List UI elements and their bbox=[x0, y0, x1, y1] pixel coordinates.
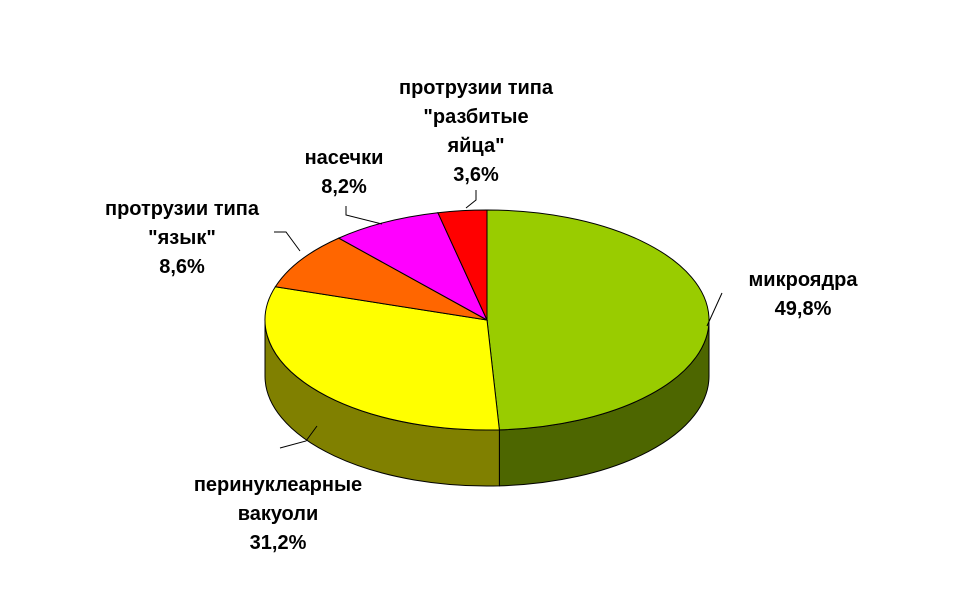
leader-line-2 bbox=[274, 231, 301, 252]
slice-label-line: микроядра bbox=[749, 269, 859, 291]
slice-label-line: яйца" bbox=[446, 135, 504, 157]
pie-tops bbox=[264, 209, 710, 431]
data-label-4: протрузии типа "разбитые яйца" 3,6% bbox=[399, 77, 554, 186]
slice-value: 8,6% bbox=[159, 256, 205, 278]
data-labels: микроядра 49,8% перинуклеарные вакуоли 31,2%… bbox=[105, 77, 858, 554]
data-label-1: перинуклеарные вакуоли 31,2% bbox=[194, 474, 362, 554]
leader-line-3 bbox=[345, 206, 383, 225]
slice-label-line: "язык" bbox=[148, 227, 216, 249]
data-label-3: насечки 8,2% bbox=[305, 147, 384, 198]
slice-label-line: вакуоли bbox=[238, 503, 319, 525]
pie-slice-1 bbox=[264, 286, 500, 431]
slice-value: 8,2% bbox=[321, 176, 367, 198]
slice-value: 3,6% bbox=[453, 164, 499, 186]
leader-line-4 bbox=[465, 190, 477, 209]
leader-line-0 bbox=[706, 292, 723, 327]
data-label-2: протрузии типа "язык" 8,6% bbox=[105, 198, 260, 278]
slice-value: 31,2% bbox=[250, 532, 307, 554]
slice-value: 49,8% bbox=[775, 298, 832, 320]
slice-label-line: протрузии типа bbox=[399, 77, 554, 99]
leader-line-1 bbox=[279, 425, 318, 449]
slice-label-line: насечки bbox=[305, 147, 384, 169]
leader-lines bbox=[274, 190, 723, 449]
pie-slice-4 bbox=[437, 209, 488, 321]
slice-label-line: "разбитые bbox=[423, 106, 528, 128]
slice-label-line: протрузии типа bbox=[105, 198, 260, 220]
pie-slice-0 bbox=[486, 209, 710, 431]
pie-slice-2 bbox=[274, 237, 488, 321]
data-label-0: микроядра 49,8% bbox=[749, 269, 859, 320]
slice-label-line: перинуклеарные bbox=[194, 474, 362, 496]
